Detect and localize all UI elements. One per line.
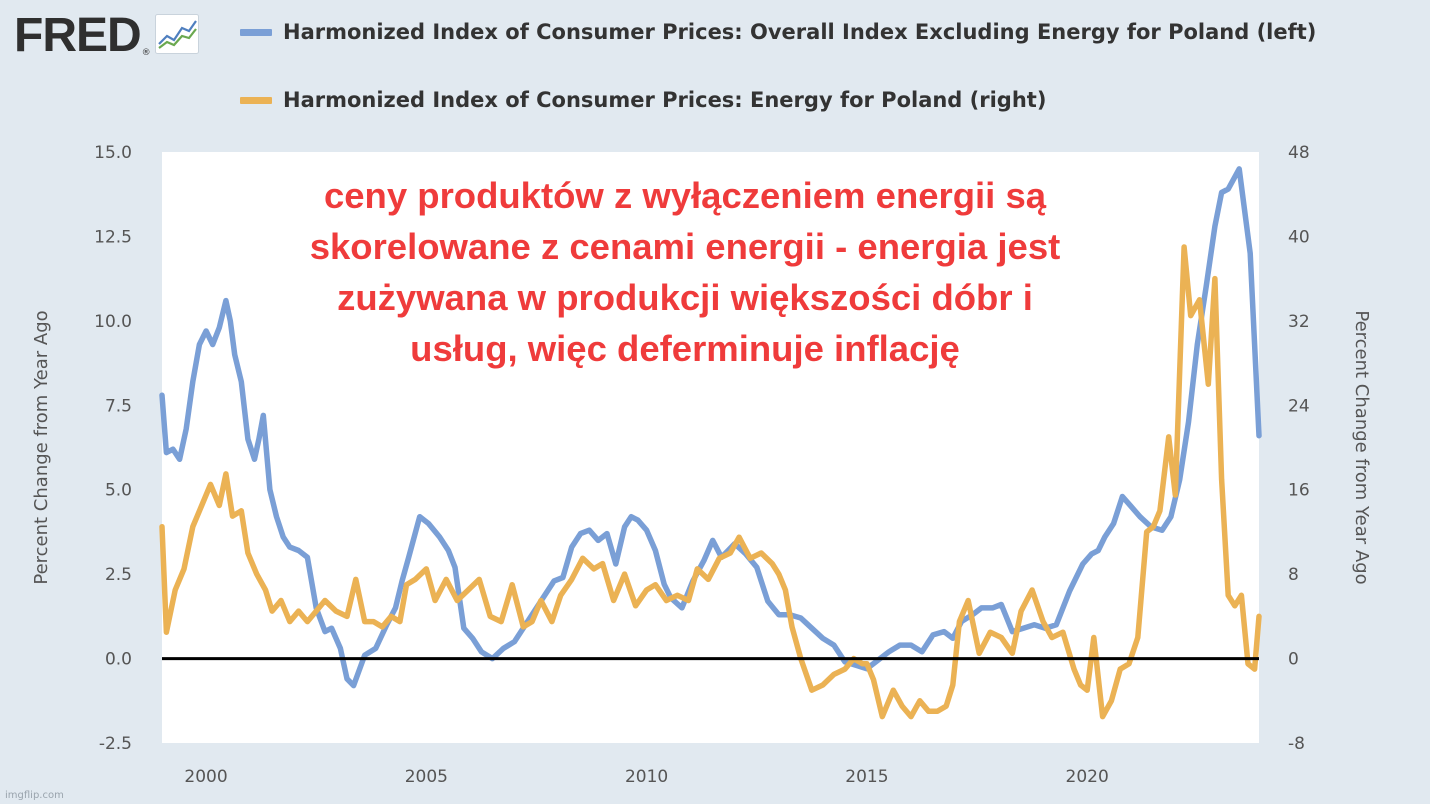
legend-label-core-hicp: Harmonized Index of Consumer Prices: Ove…	[283, 20, 1317, 44]
fred-logo: FRED ®	[14, 10, 199, 62]
y-tick-right: -8	[1288, 734, 1305, 754]
y-tick-left: 0.0	[105, 650, 132, 670]
series-line-energy-hicp	[159, 244, 1262, 720]
y-axis-title-right: Percent Change from Year Ago	[1351, 310, 1372, 584]
x-tick: 2020	[1066, 767, 1109, 787]
y-tick-left: 12.5	[94, 227, 132, 247]
y-tick-right: 0	[1288, 650, 1299, 670]
fred-logo-text: FRED	[14, 9, 142, 62]
plot-area	[162, 152, 1259, 743]
y-tick-right: 32	[1288, 312, 1310, 332]
y-tick-right: 48	[1288, 143, 1310, 163]
registered-mark: ®	[141, 48, 151, 58]
y-tick-left: 7.5	[105, 396, 132, 416]
y-tick-right: 8	[1288, 565, 1299, 585]
legend-item-energy-hicp: Harmonized Index of Consumer Prices: Ene…	[240, 88, 1046, 112]
y-tick-left: 15.0	[94, 143, 132, 163]
legend-swatch-orange	[240, 96, 272, 104]
y-tick-right: 16	[1288, 481, 1310, 501]
fred-chart-icon	[154, 14, 199, 54]
legend-swatch-blue	[240, 28, 272, 36]
y-tick-left: 2.5	[105, 565, 132, 585]
chart-annotation: ceny produktów z wyłączeniem energii są …	[309, 175, 1061, 369]
y-tick-right: 24	[1288, 396, 1310, 416]
legend-item-core-hicp: Harmonized Index of Consumer Prices: Ove…	[240, 20, 1316, 44]
y-axis-title-left: Percent Change from Year Ago	[31, 310, 52, 584]
x-tick: 2015	[845, 767, 888, 787]
series-line-core-hicp	[159, 166, 1262, 689]
legend-label-energy-hicp: Harmonized Index of Consumer Prices: Ene…	[283, 88, 1047, 112]
x-tick: 2000	[184, 767, 227, 787]
watermark: imgflip.com	[5, 790, 64, 801]
y-tick-left: 5.0	[105, 481, 132, 501]
x-tick: 2010	[625, 767, 668, 787]
y-tick-left: 10.0	[94, 312, 132, 332]
x-tick: 2005	[405, 767, 448, 787]
y-tick-left: -2.5	[99, 734, 132, 754]
y-tick-right: 40	[1288, 227, 1310, 247]
